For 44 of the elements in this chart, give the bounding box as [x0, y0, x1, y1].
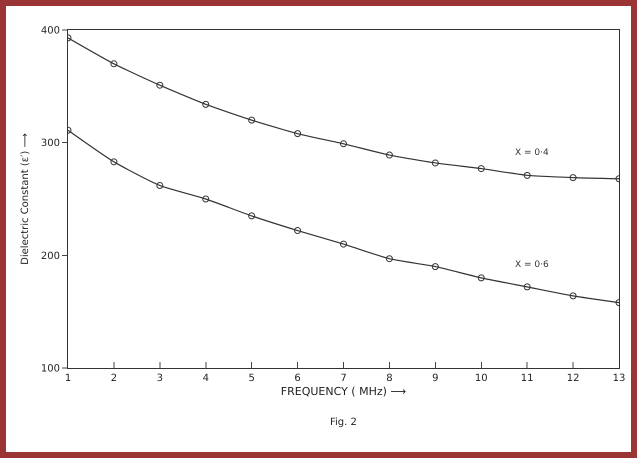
x-tick-label: 13: [612, 373, 626, 384]
point: [432, 159, 439, 166]
caption: Fig. 2: [330, 417, 357, 428]
point: [110, 158, 118, 166]
y-tick-label: 200: [40, 250, 60, 262]
y-axis-title: Dielectric Constant (ε′) ⟶: [20, 133, 31, 265]
x-tick-label: 2: [110, 373, 118, 384]
y-tick-label: 400: [40, 26, 60, 36]
point: [524, 283, 531, 290]
x-tick-label: 3: [156, 373, 164, 384]
point: [110, 60, 118, 68]
x-tick-label: 7: [340, 373, 347, 384]
x-tick-label: 1: [64, 373, 72, 384]
x-tick-label: 12: [566, 373, 580, 384]
x-axis-title: FREQUENCY ( MHz) ⟶: [280, 385, 406, 398]
x-tick-label: 6: [294, 373, 301, 384]
point: [478, 165, 485, 172]
point: [570, 174, 577, 182]
point: [156, 182, 164, 189]
point: [248, 116, 256, 124]
point: [524, 172, 531, 179]
series-label: X = 0·6: [515, 260, 550, 270]
x-tick-label: 4: [202, 373, 209, 384]
point: [340, 240, 347, 248]
point: [478, 274, 485, 282]
x-tick-label: 9: [432, 373, 439, 384]
point: [386, 255, 393, 262]
x-tick-label: 11: [520, 373, 534, 384]
point: [432, 263, 439, 270]
series-label: X = 0·4: [515, 148, 550, 158]
point: [156, 82, 164, 89]
point: [248, 212, 256, 220]
x-tick-label: 10: [474, 373, 488, 384]
point: [294, 130, 302, 138]
point: [294, 227, 302, 234]
y-tick-label: 100: [40, 364, 60, 374]
point: [202, 100, 210, 108]
x-tick-label: 8: [386, 373, 393, 384]
x-tick-label: 5: [248, 373, 255, 384]
point: [386, 152, 393, 159]
point: [570, 292, 577, 300]
y-tick-label: 300: [40, 138, 60, 150]
point: [202, 196, 210, 202]
point: [340, 140, 347, 148]
